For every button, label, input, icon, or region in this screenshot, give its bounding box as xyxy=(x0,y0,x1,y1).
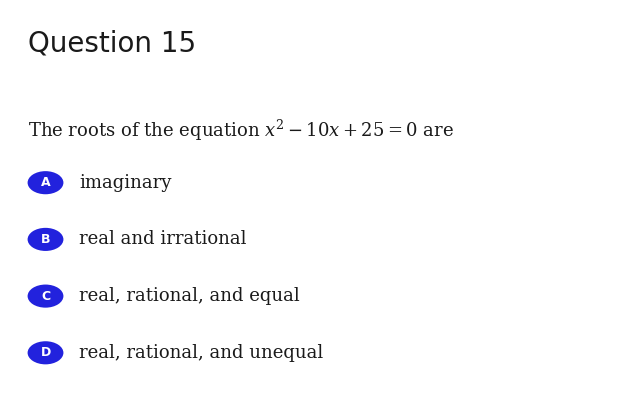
Circle shape xyxy=(27,284,64,309)
Text: The roots of the equation $x^2 - 10x + 25 = 0$ are: The roots of the equation $x^2 - 10x + 2… xyxy=(28,118,454,143)
Text: real, rational, and unequal: real, rational, and unequal xyxy=(79,344,323,362)
Circle shape xyxy=(27,227,64,252)
Text: C: C xyxy=(41,290,50,302)
Text: B: B xyxy=(40,233,51,246)
Text: real, rational, and equal: real, rational, and equal xyxy=(79,287,300,305)
Text: A: A xyxy=(40,176,51,189)
Text: D: D xyxy=(40,346,51,359)
Text: Question 15: Question 15 xyxy=(28,29,197,58)
Circle shape xyxy=(27,340,64,365)
Text: imaginary: imaginary xyxy=(79,174,171,192)
Circle shape xyxy=(27,170,64,195)
Text: real and irrational: real and irrational xyxy=(79,231,246,248)
